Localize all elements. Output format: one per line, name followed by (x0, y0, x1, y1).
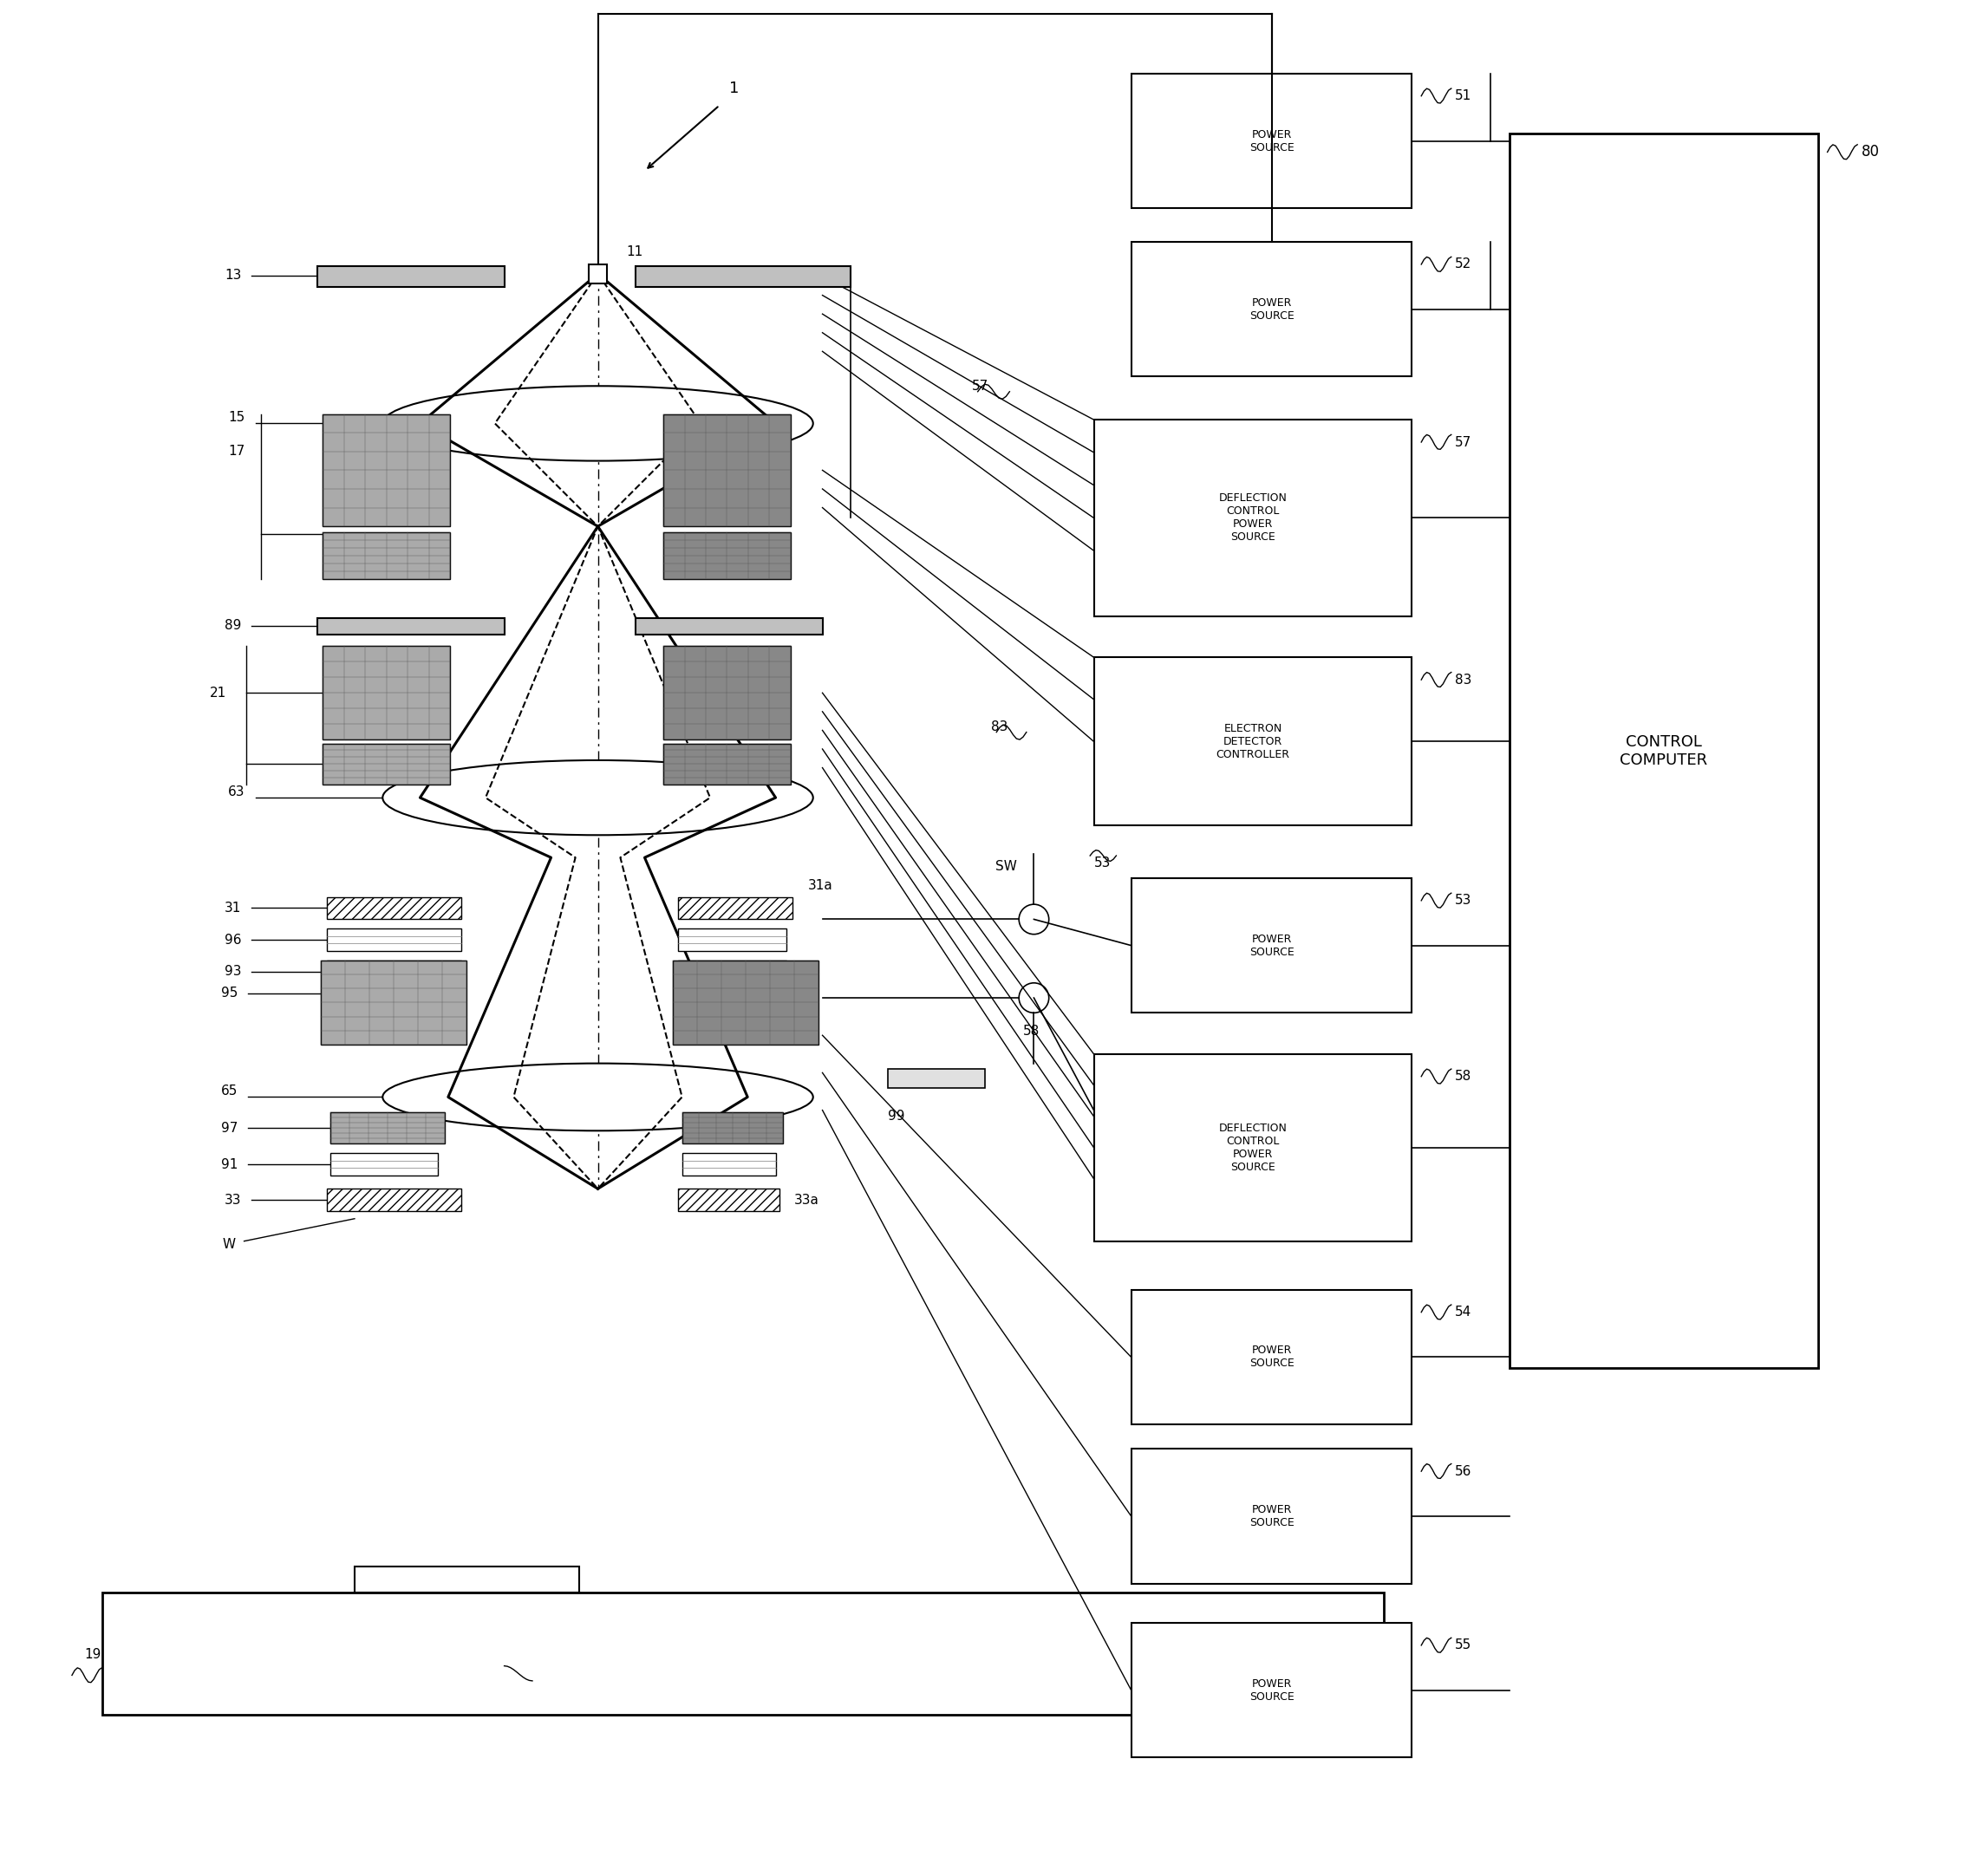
Bar (318, 617, 504, 634)
Bar (322, 533, 450, 578)
Text: POWER
SOURCE: POWER SOURCE (1248, 129, 1294, 154)
Bar (326, 897, 461, 919)
Ellipse shape (383, 1064, 813, 1131)
Text: 83: 83 (1455, 673, 1472, 687)
Text: POWER
SOURCE: POWER SOURCE (1248, 1677, 1294, 1702)
Text: 21: 21 (210, 687, 226, 700)
Bar (1093, 1054, 1411, 1242)
Bar (679, 929, 785, 951)
Bar (679, 897, 793, 919)
Text: 63: 63 (228, 786, 245, 799)
Text: 54: 54 (1455, 1306, 1472, 1319)
Text: 13: 13 (224, 268, 241, 281)
Text: 11: 11 (626, 246, 642, 259)
Text: CONTROL
COMPUTER: CONTROL COMPUTER (1619, 734, 1708, 767)
Text: 31: 31 (224, 902, 241, 915)
Text: 19: 19 (84, 1649, 100, 1660)
Text: 97: 97 (220, 1122, 238, 1135)
Text: 52: 52 (1455, 257, 1472, 270)
Text: 89: 89 (224, 619, 241, 632)
Text: DEFLECTION
CONTROL
POWER
SOURCE: DEFLECTION CONTROL POWER SOURCE (1219, 1122, 1288, 1172)
Text: 58: 58 (1455, 1069, 1472, 1082)
Text: SW: SW (995, 861, 1017, 874)
Bar (1131, 242, 1411, 377)
Text: 17: 17 (228, 445, 245, 458)
Text: POWER
SOURCE: POWER SOURCE (1248, 296, 1294, 321)
Text: 53: 53 (1455, 895, 1472, 908)
Text: 1: 1 (728, 81, 738, 96)
Text: 33: 33 (224, 1193, 241, 1206)
Bar (663, 743, 791, 784)
Bar (663, 415, 791, 527)
Bar (326, 1189, 461, 1212)
Text: 93: 93 (224, 964, 241, 977)
Bar (887, 1069, 985, 1088)
Text: 65: 65 (220, 1084, 238, 1097)
Bar (636, 266, 850, 287)
Bar (322, 415, 450, 527)
Bar (681, 1154, 777, 1176)
Text: 53: 53 (1093, 857, 1111, 870)
Text: 15: 15 (228, 411, 245, 424)
Text: 55: 55 (1455, 1640, 1472, 1651)
Bar (673, 961, 819, 1045)
Bar (1131, 1291, 1411, 1424)
Text: 57: 57 (972, 379, 989, 392)
Bar (1510, 133, 1818, 1368)
Bar (326, 961, 461, 983)
Bar (681, 1112, 783, 1144)
Bar (663, 533, 791, 578)
Text: 83: 83 (991, 720, 1007, 734)
Text: 80: 80 (1861, 144, 1879, 159)
Text: 56: 56 (1455, 1465, 1472, 1478)
Text: 33a: 33a (795, 1193, 819, 1206)
Bar (326, 929, 461, 951)
Text: 91: 91 (220, 1157, 238, 1171)
Bar (330, 1154, 438, 1176)
Bar (1093, 420, 1411, 615)
Text: 58: 58 (1023, 1024, 1038, 1037)
Bar (102, 1593, 1384, 1715)
Bar (679, 961, 785, 983)
Bar (589, 265, 607, 283)
Text: 51: 51 (1455, 90, 1472, 103)
Text: 57: 57 (1455, 435, 1472, 448)
Bar (1131, 73, 1411, 208)
Text: 99: 99 (887, 1109, 905, 1122)
Bar (1131, 878, 1411, 1013)
Bar (320, 961, 467, 1045)
Bar (330, 1112, 446, 1144)
Text: 95: 95 (220, 987, 238, 1000)
Text: POWER
SOURCE: POWER SOURCE (1248, 1505, 1294, 1529)
Ellipse shape (383, 760, 813, 835)
Bar (1131, 1448, 1411, 1583)
Text: W: W (222, 1238, 236, 1251)
Bar (636, 617, 822, 634)
Text: 31a: 31a (809, 880, 832, 893)
Text: DEFLECTION
CONTROL
POWER
SOURCE: DEFLECTION CONTROL POWER SOURCE (1219, 493, 1288, 542)
Bar (355, 1566, 579, 1593)
Bar (1131, 1623, 1411, 1758)
Ellipse shape (383, 386, 813, 461)
Bar (322, 645, 450, 739)
Bar (663, 645, 791, 739)
Text: ELECTRON
DETECTOR
CONTROLLER: ELECTRON DETECTOR CONTROLLER (1215, 722, 1290, 760)
Text: POWER
SOURCE: POWER SOURCE (1248, 1345, 1294, 1369)
Bar (1093, 657, 1411, 825)
Text: POWER
SOURCE: POWER SOURCE (1248, 934, 1294, 957)
Bar (322, 743, 450, 784)
Text: 96: 96 (224, 934, 241, 946)
Bar (318, 266, 504, 287)
Bar (679, 1189, 779, 1212)
